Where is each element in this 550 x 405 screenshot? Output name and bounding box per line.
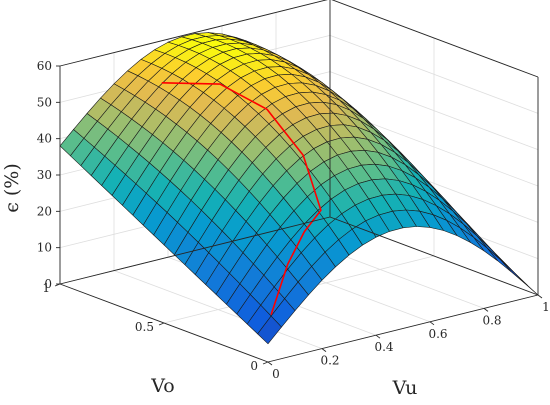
x-tick-label: 0 (272, 367, 280, 381)
x-tick-label: 0.4 (374, 340, 393, 354)
axis-edge (59, 0, 328, 67)
surface-face (486, 247, 512, 272)
x-tick-mark (321, 348, 327, 352)
side-grid-line (329, 71, 539, 151)
x-tick-label: 0.8 (482, 313, 501, 327)
y-tick-label: 1 (42, 281, 50, 295)
x-tick-label: 1 (542, 300, 550, 314)
y-tick-label: 0.5 (135, 320, 154, 334)
z-tick-label: 30 (37, 168, 52, 182)
x-tick-label: 0.6 (428, 327, 447, 341)
z-tick-label: 40 (37, 132, 52, 146)
surface-mesh (59, 32, 539, 345)
surface-face (257, 315, 282, 345)
axis-edge (331, 0, 539, 78)
z-tick-label: 50 (37, 95, 52, 109)
x-tick-mark (429, 321, 435, 326)
surface-face (500, 259, 525, 284)
z-tick-label: 60 (37, 59, 52, 73)
y-tick-mark (262, 361, 269, 365)
x-axis-label: Vu (392, 377, 418, 399)
x-tick-mark (267, 361, 273, 366)
side-grid-line (329, 34, 539, 114)
surface-face (473, 237, 498, 262)
z-tick-label: 20 (37, 204, 52, 218)
z-axis-label: ϵ (%) (1, 163, 23, 213)
trajectory-layer (161, 82, 322, 316)
y-axis-label: Vo (150, 375, 174, 397)
x-tick-mark (375, 334, 381, 339)
y-tick-label: 0 (250, 359, 258, 373)
trajectory-line (161, 82, 322, 316)
axis-edge (329, 216, 539, 296)
z-tick-label: 10 (37, 241, 52, 255)
axis-edge (267, 294, 539, 363)
z-tick-label: 0 (44, 277, 52, 291)
x-tick-mark (537, 294, 543, 299)
x-tick-mark (483, 308, 489, 312)
axis-edge (59, 216, 331, 285)
x-tick-label: 0.2 (320, 354, 339, 368)
y-tick-mark (158, 322, 165, 326)
axes-frame (54, 0, 543, 366)
